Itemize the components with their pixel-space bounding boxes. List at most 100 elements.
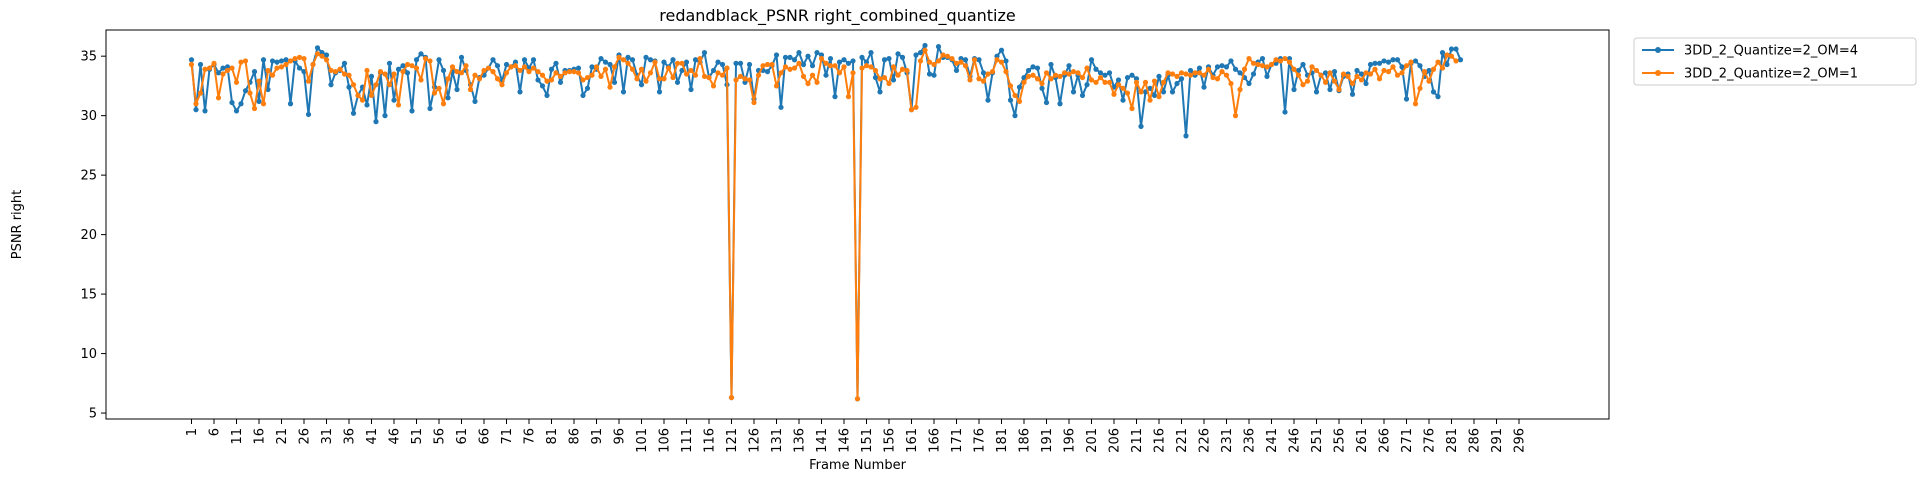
data-point [1376, 60, 1383, 66]
data-point [1165, 70, 1171, 76]
data-point [998, 47, 1005, 53]
data-point [350, 82, 357, 88]
data-point [404, 70, 411, 76]
data-point [773, 83, 780, 89]
data-point [881, 74, 888, 81]
data-point [944, 53, 951, 59]
data-point [368, 92, 375, 99]
data-point [895, 51, 901, 57]
data-point [427, 58, 433, 64]
data-point [760, 63, 766, 69]
data-point [391, 71, 397, 77]
data-point [1313, 89, 1320, 95]
data-point [679, 60, 685, 66]
data-point [1016, 84, 1023, 90]
data-point [683, 59, 690, 65]
data-point [971, 57, 978, 63]
data-point [1340, 71, 1347, 77]
data-point [737, 73, 744, 79]
data-point [629, 57, 636, 63]
data-point [490, 57, 496, 63]
data-point [611, 64, 618, 70]
data-point [1030, 72, 1036, 78]
data-point [265, 86, 271, 93]
data-point [1079, 74, 1086, 81]
data-point [1043, 99, 1050, 106]
data-point [292, 55, 298, 62]
data-point [571, 69, 577, 75]
data-point [1349, 80, 1356, 87]
data-point [364, 67, 370, 74]
data-point [1304, 78, 1311, 84]
data-point [589, 72, 595, 78]
data-point [836, 70, 843, 76]
data-point [976, 57, 982, 63]
x-tick-label: 206 [1108, 428, 1123, 453]
x-tick-label: 26 [298, 428, 313, 445]
x-tick-label: 226 [1198, 428, 1213, 453]
data-point [373, 82, 379, 88]
x-tick-label: 101 [635, 428, 650, 453]
data-point [1277, 58, 1284, 64]
x-tick-label: 266 [1378, 428, 1393, 453]
data-point [872, 67, 879, 74]
data-point [778, 70, 784, 76]
data-point [328, 82, 334, 88]
data-point [715, 70, 721, 76]
data-point [1003, 69, 1009, 75]
data-point [620, 57, 627, 63]
data-point [1183, 133, 1189, 139]
data-point [436, 57, 442, 63]
x-tick-label: 46 [388, 428, 403, 445]
data-point [1115, 82, 1122, 88]
legend-swatch-marker [1655, 47, 1661, 53]
data-point [1151, 78, 1158, 84]
data-point [868, 64, 874, 70]
data-point [1079, 92, 1086, 99]
data-point [980, 70, 987, 76]
data-point [796, 50, 802, 56]
data-point [913, 52, 919, 58]
data-point [715, 59, 721, 65]
data-point [1016, 98, 1023, 104]
x-tick-label: 231 [1220, 428, 1235, 453]
data-point [278, 64, 285, 70]
data-point [589, 64, 595, 70]
data-point [1088, 57, 1095, 63]
data-point [485, 65, 492, 71]
x-tick-label: 56 [433, 428, 448, 445]
x-tick-label: 131 [770, 428, 785, 453]
data-point [431, 90, 438, 96]
data-point [1426, 67, 1432, 74]
data-point [1219, 69, 1225, 75]
data-point [832, 94, 838, 100]
data-point [1133, 76, 1140, 82]
legend-box [1633, 37, 1917, 86]
data-point [899, 54, 906, 60]
data-point [512, 63, 519, 69]
data-point [1115, 77, 1122, 83]
data-point [602, 59, 609, 65]
data-point [440, 67, 447, 74]
data-point [490, 69, 496, 75]
data-point [800, 61, 807, 68]
data-point [220, 65, 226, 71]
data-point [580, 77, 586, 83]
data-point [890, 77, 897, 83]
data-point [1237, 86, 1243, 93]
x-tick-label: 276 [1423, 428, 1438, 453]
data-point [521, 57, 528, 63]
data-point [692, 57, 699, 63]
data-point [1214, 76, 1221, 82]
data-point [1453, 46, 1459, 52]
data-point [985, 97, 991, 103]
x-tick-label: 196 [1063, 428, 1078, 453]
x-tick-label: 66 [478, 428, 493, 445]
data-point [368, 73, 375, 79]
data-point [1331, 69, 1338, 75]
data-point [625, 54, 631, 60]
data-point [661, 76, 667, 82]
data-point [373, 119, 379, 125]
data-point [332, 69, 339, 75]
